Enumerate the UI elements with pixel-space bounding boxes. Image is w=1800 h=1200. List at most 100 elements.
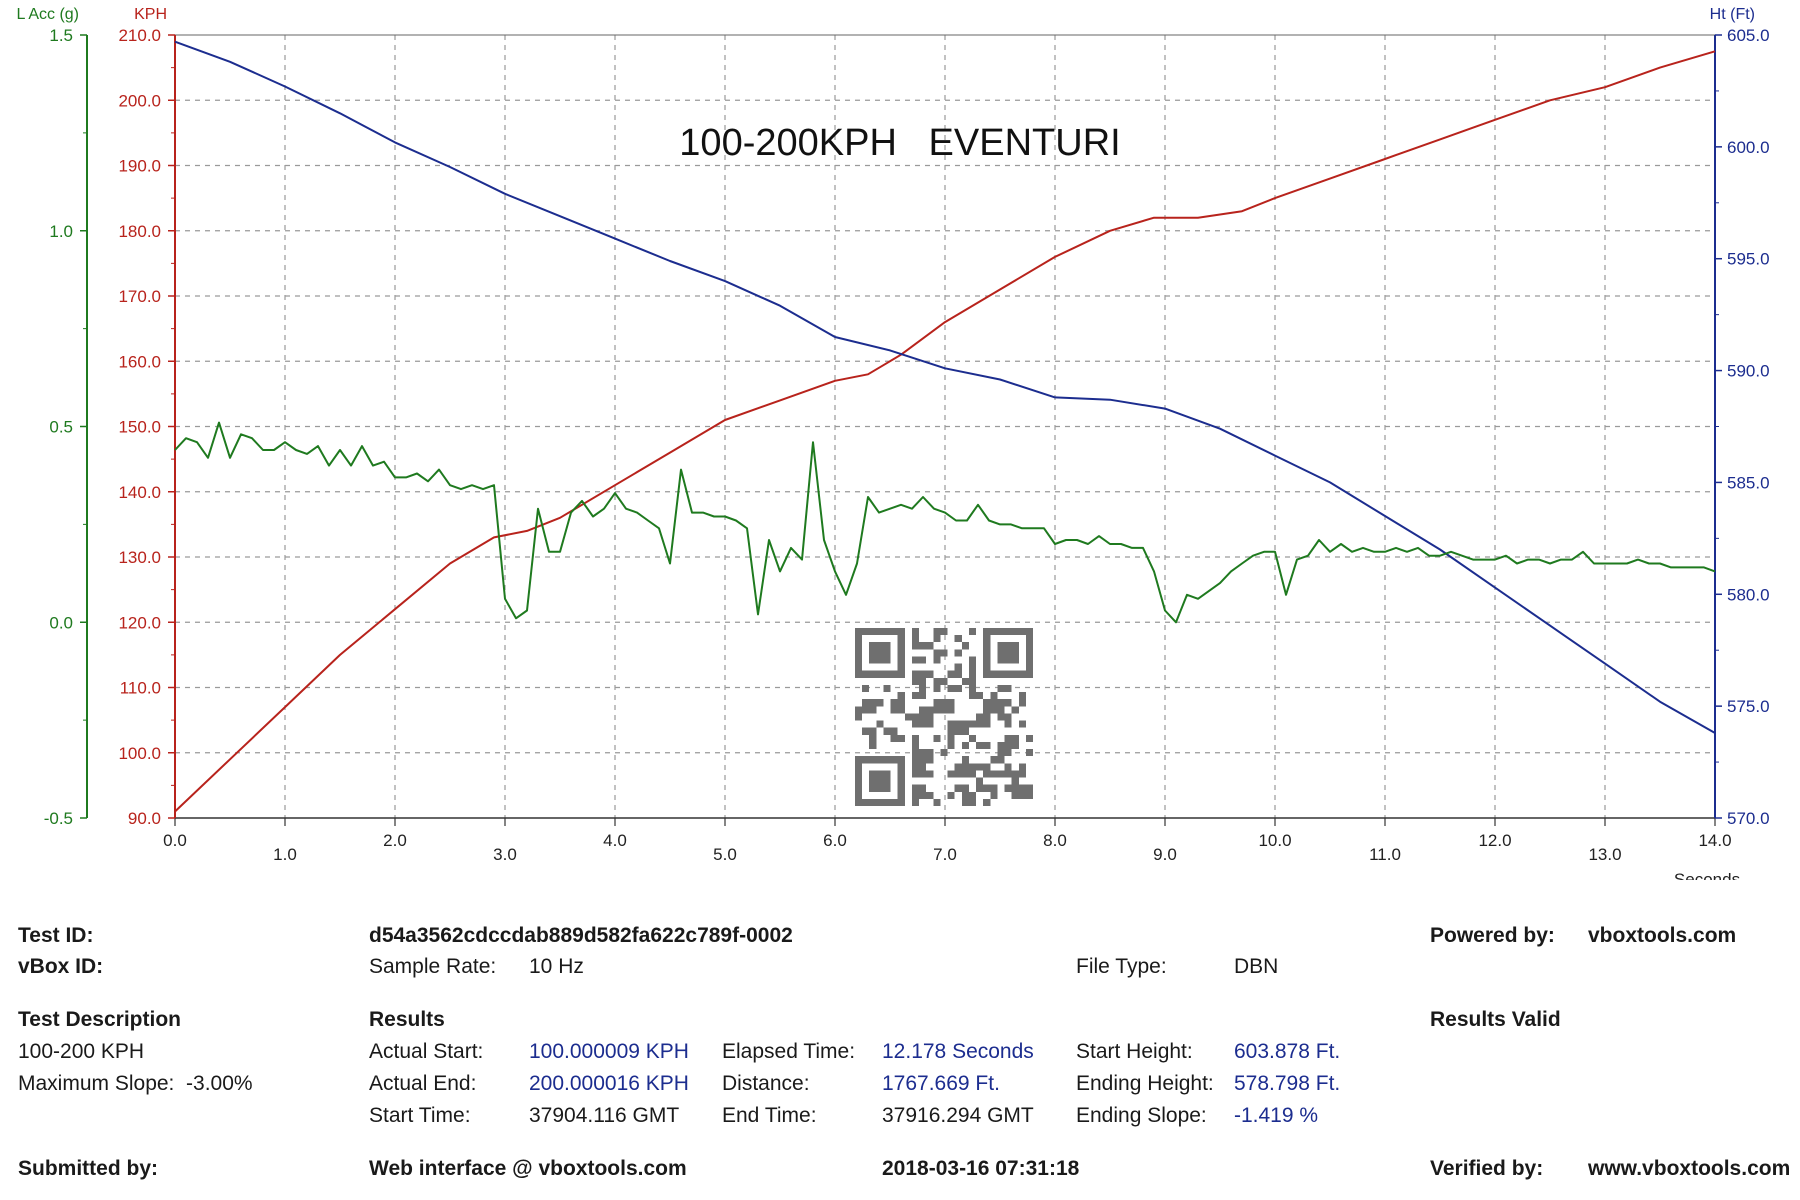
web-interface-link[interactable]: Web interface @ vboxtools.com xyxy=(369,1157,687,1180)
qr-module xyxy=(919,713,927,721)
y-tick-label-kph: 180.0 xyxy=(118,222,161,241)
qr-module xyxy=(954,720,962,728)
qr-module xyxy=(911,670,920,678)
qr-module xyxy=(869,670,877,678)
qr-module xyxy=(1004,684,1012,693)
distance-label: Distance: xyxy=(722,1072,810,1095)
qr-module xyxy=(983,741,991,750)
qr-module xyxy=(933,699,941,707)
qr-module xyxy=(897,734,905,742)
qr-module xyxy=(855,656,863,664)
actual-end-label: Actual End: xyxy=(369,1072,477,1095)
qr-module xyxy=(897,798,905,806)
qr-module xyxy=(911,734,920,742)
qr-module xyxy=(968,734,977,742)
y-tick-label-kph: 150.0 xyxy=(118,418,161,437)
qr-module xyxy=(855,635,863,643)
qr-module xyxy=(961,784,969,792)
qr-module xyxy=(947,791,955,799)
qr-module xyxy=(897,692,905,700)
qr-module xyxy=(990,706,998,714)
ending-height-value: 578.798 Ft. xyxy=(1234,1072,1341,1095)
qr-module xyxy=(933,706,941,714)
qr-module xyxy=(976,763,984,771)
test-description-label: Test Description xyxy=(18,1008,181,1031)
y-tick-label-ht: 580.0 xyxy=(1727,585,1770,604)
qr-module xyxy=(968,791,977,799)
y-tick-label-kph: 210.0 xyxy=(118,26,161,45)
qr-module xyxy=(911,635,920,643)
qr-module xyxy=(1011,628,1019,636)
y-axis-label-ht: Ht (Ft) xyxy=(1710,6,1755,23)
qr-module xyxy=(961,770,969,778)
qr-module xyxy=(933,734,941,742)
qr-module xyxy=(876,628,884,636)
qr-module xyxy=(1025,663,1033,671)
qr-module xyxy=(869,741,877,750)
qr-module xyxy=(862,727,870,735)
qr-module xyxy=(855,713,863,721)
qr-module xyxy=(862,798,870,806)
qr-module xyxy=(911,798,920,806)
qr-module xyxy=(904,713,912,721)
qr-module xyxy=(911,677,920,685)
qr-module xyxy=(940,706,948,714)
test-description-value: 100-200 KPH xyxy=(18,1040,145,1063)
verified-by-value[interactable]: www.vboxtools.com xyxy=(1588,1157,1791,1180)
qr-module xyxy=(919,763,927,771)
qr-module xyxy=(983,663,991,671)
qr-module xyxy=(961,763,969,771)
qr-module xyxy=(1004,649,1012,657)
x-tick-label: 13.0 xyxy=(1588,845,1621,864)
qr-module xyxy=(855,663,863,671)
qr-module xyxy=(897,628,905,636)
qr-module xyxy=(897,706,905,714)
qr-module xyxy=(1004,784,1012,792)
qr-module xyxy=(869,699,877,707)
y-tick-label-lacc: 1.0 xyxy=(49,222,73,241)
qr-module xyxy=(869,706,877,714)
qr-module xyxy=(855,784,863,792)
qr-module xyxy=(911,713,920,721)
submitted-by-label: Submitted by: xyxy=(18,1157,158,1180)
qr-module xyxy=(1025,749,1033,757)
qr-module xyxy=(990,770,998,778)
x-tick-label: 12.0 xyxy=(1478,831,1511,850)
qr-module xyxy=(1011,791,1019,799)
qr-module xyxy=(961,720,969,728)
qr-module xyxy=(911,770,920,778)
end-time-value: 37916.294 GMT xyxy=(882,1104,1034,1127)
x-tick-label: 8.0 xyxy=(1043,831,1067,850)
qr-module xyxy=(954,635,962,643)
qr-module xyxy=(911,763,920,771)
x-tick-label: 11.0 xyxy=(1369,845,1401,864)
qr-module xyxy=(1004,770,1012,778)
qr-module xyxy=(1025,649,1033,657)
qr-module xyxy=(897,699,905,707)
qr-module xyxy=(897,656,905,664)
qr-module xyxy=(968,770,977,778)
qr-module xyxy=(1004,741,1012,750)
elapsed-time-value: 12.178 Seconds xyxy=(882,1040,1034,1063)
qr-module xyxy=(869,784,877,792)
x-tick-label: 5.0 xyxy=(713,845,737,864)
qr-module xyxy=(997,770,1005,778)
qr-module xyxy=(976,713,984,721)
qr-module xyxy=(990,784,998,792)
qr-module xyxy=(855,798,863,806)
qr-module xyxy=(968,798,977,806)
y-tick-label-lacc: 0.0 xyxy=(49,613,73,632)
qr-module xyxy=(1004,670,1012,678)
qr-module xyxy=(926,713,934,721)
elapsed-time-label: Elapsed Time: xyxy=(722,1040,856,1063)
qr-module xyxy=(983,656,991,664)
qr-module xyxy=(876,720,884,728)
qr-module xyxy=(911,741,920,750)
qr-module xyxy=(919,677,927,685)
qr-module xyxy=(1025,656,1033,664)
x-tick-label: 6.0 xyxy=(823,831,847,850)
qr-module xyxy=(954,649,962,657)
qr-module xyxy=(983,649,991,657)
qr-module xyxy=(1018,670,1026,678)
qr-module xyxy=(862,756,870,764)
